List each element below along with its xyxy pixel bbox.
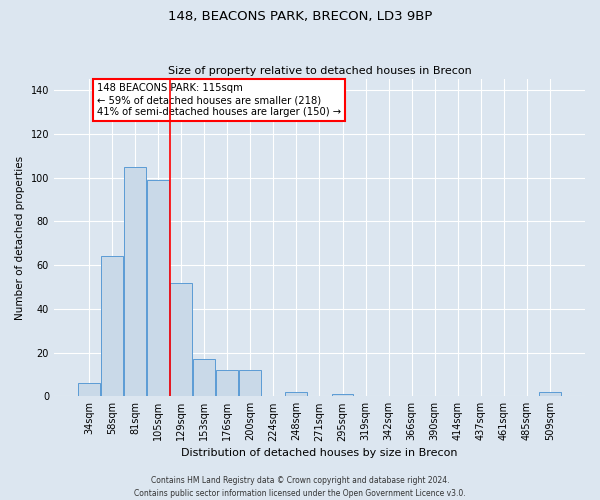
Bar <box>170 282 192 397</box>
Bar <box>101 256 123 396</box>
X-axis label: Distribution of detached houses by size in Brecon: Distribution of detached houses by size … <box>181 448 458 458</box>
Text: Contains HM Land Registry data © Crown copyright and database right 2024.
Contai: Contains HM Land Registry data © Crown c… <box>134 476 466 498</box>
Text: 148 BEACONS PARK: 115sqm
← 59% of detached houses are smaller (218)
41% of semi-: 148 BEACONS PARK: 115sqm ← 59% of detach… <box>97 84 341 116</box>
Bar <box>147 180 169 396</box>
Y-axis label: Number of detached properties: Number of detached properties <box>15 156 25 320</box>
Bar <box>539 392 561 396</box>
Bar <box>193 359 215 397</box>
Bar <box>239 370 261 396</box>
Bar <box>217 370 238 396</box>
Text: 148, BEACONS PARK, BRECON, LD3 9BP: 148, BEACONS PARK, BRECON, LD3 9BP <box>168 10 432 23</box>
Bar <box>78 383 100 396</box>
Title: Size of property relative to detached houses in Brecon: Size of property relative to detached ho… <box>167 66 472 76</box>
Bar <box>286 392 307 396</box>
Bar <box>332 394 353 396</box>
Bar <box>124 166 146 396</box>
